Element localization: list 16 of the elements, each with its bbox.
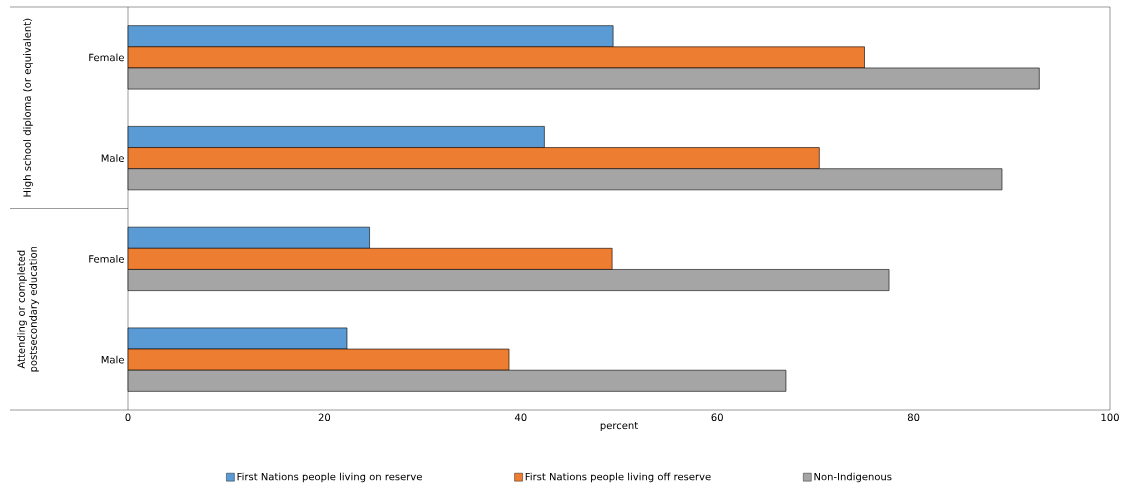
text: Attending or completed postsecondary education [17,246,39,372]
legend-label: First Nations people living on reserve [237,472,422,483]
x-tick-label: 60 [711,413,723,422]
y-tick-label: Female [89,255,124,263]
x-tick-label: 0 [125,413,131,422]
x-tick-label: 40 [514,413,527,422]
x-tick-label: 20 [318,413,331,422]
x-tick-label: 80 [907,413,920,422]
y-tick-label: Male [101,355,124,364]
x-tick-label: 100 [1101,413,1119,422]
legend-label: Non-Indigenous [814,472,892,483]
legend-label: First Nations people living off reserve [525,472,711,483]
text: High school diploma (or equivalent) [23,18,33,197]
y-tick-label: Male [101,154,124,162]
y-tick-label: Female [89,53,124,62]
x-axis-title: percent [600,421,638,432]
